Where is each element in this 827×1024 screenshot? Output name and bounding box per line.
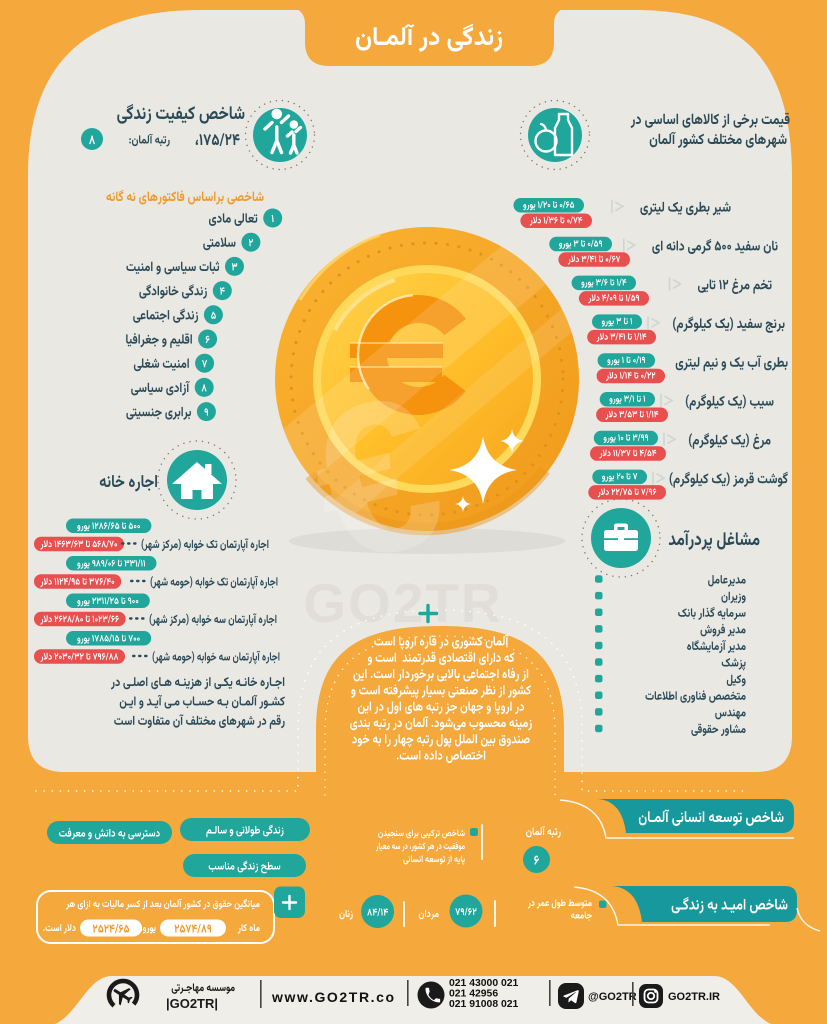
svg-text:@GO2TR: @GO2TR bbox=[588, 991, 637, 1003]
svg-text:021 91008 021: 021 91008 021 bbox=[449, 999, 519, 1010]
svg-text:|GO2TR|: |GO2TR| bbox=[166, 996, 218, 1011]
svg-text:GO2TR: GO2TR bbox=[303, 572, 502, 634]
svg-text:021 43000 021: 021 43000 021 bbox=[449, 978, 519, 989]
svg-text:GO2TR.IR: GO2TR.IR bbox=[668, 991, 720, 1003]
svg-text:www.GO2TR.co: www.GO2TR.co bbox=[271, 989, 396, 1005]
svg-text:021 42956: 021 42956 bbox=[449, 988, 498, 999]
